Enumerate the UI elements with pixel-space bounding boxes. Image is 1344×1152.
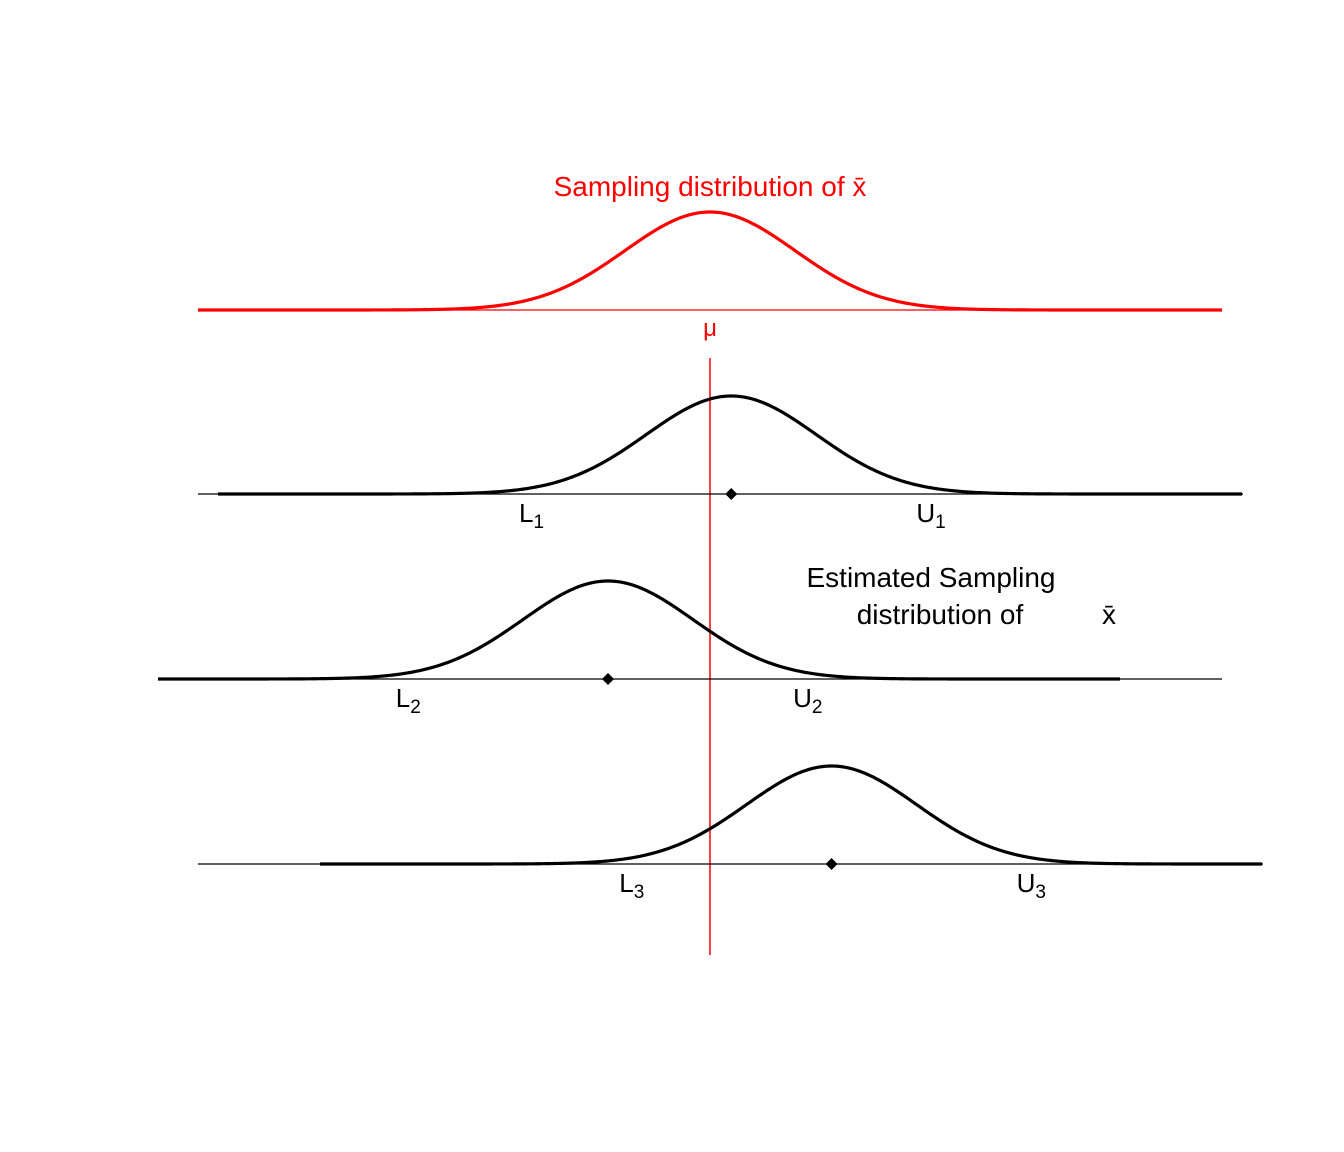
estimated-sampling-curve-1 [218, 394, 1242, 496]
upper-limit-label: U3 [1017, 868, 1046, 903]
true-sampling-curve [198, 210, 1222, 312]
sample-mean-marker [825, 858, 838, 870]
sample-mean-marker [725, 488, 738, 500]
estimated-label-line1: Estimated Sampling [806, 562, 1055, 593]
mu-label: μ [703, 315, 717, 342]
estimated-sampling-curve-2 [158, 579, 1120, 681]
lower-limit-label: L2 [396, 683, 421, 718]
title: Sampling distribution of x̄ [554, 171, 867, 202]
lower-limit-label: L3 [619, 868, 644, 903]
upper-limit-label: U1 [916, 498, 945, 533]
upper-limit-label: U2 [793, 683, 822, 718]
estimated-sampling-curve-3 [320, 764, 1262, 866]
lower-limit-label: L1 [519, 498, 544, 533]
sample-mean-marker [602, 673, 614, 685]
estimated-label-xbar: x̄ [1102, 599, 1116, 630]
estimated-label-line2: distribution of [857, 599, 1024, 630]
